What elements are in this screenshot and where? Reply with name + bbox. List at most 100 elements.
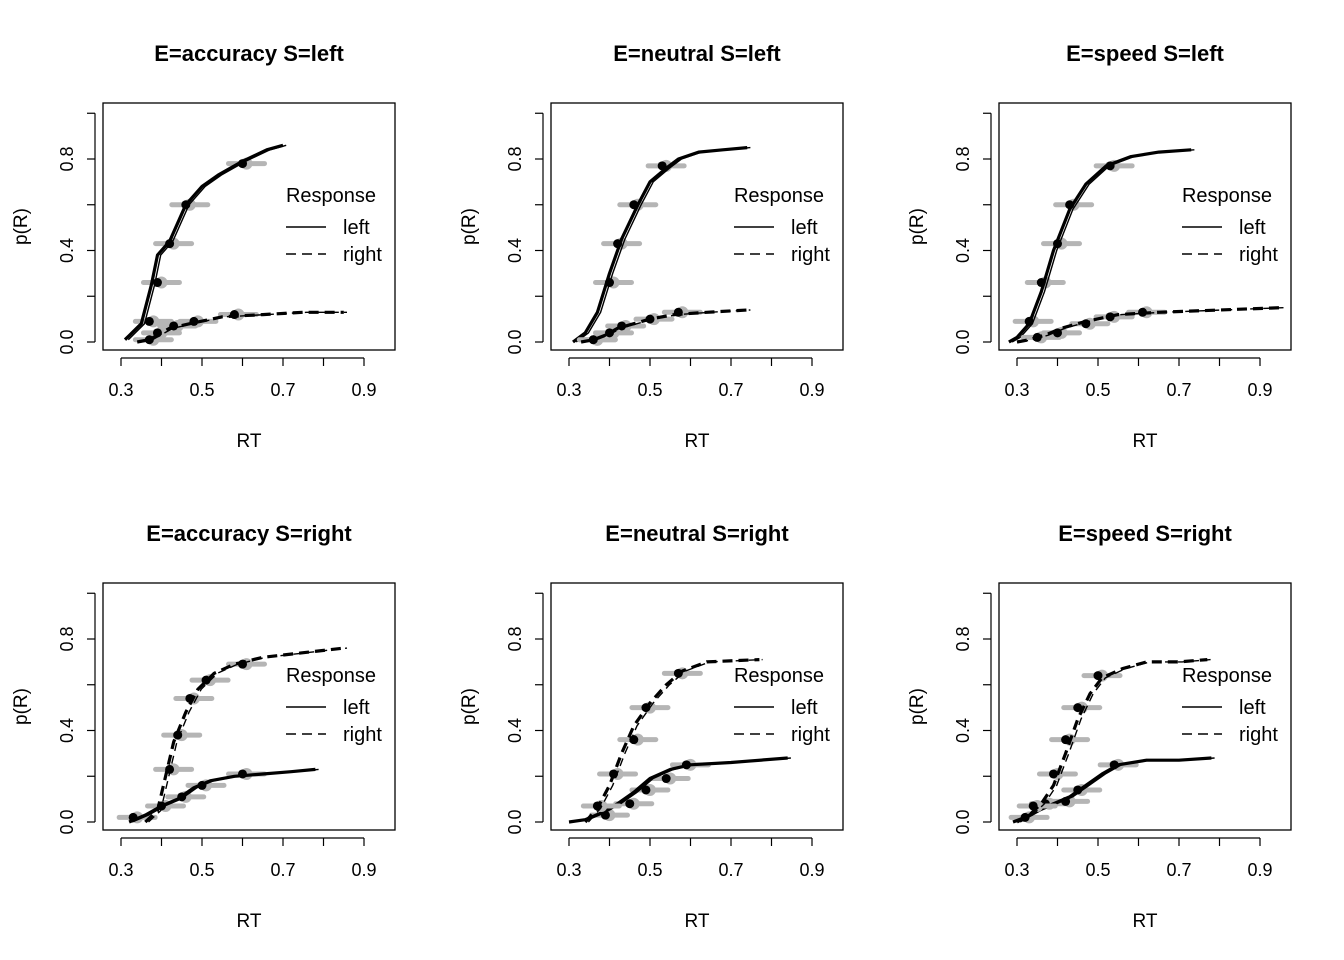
series-line-right <box>136 310 344 344</box>
chart-panel-6: E=speed S=right 0.3 0.5 0.7 0.9 0.0 0.4 0.8 RT p(… <box>907 521 1292 932</box>
legend: Response left right <box>734 665 830 746</box>
quantile-point <box>600 810 610 820</box>
chart-panel-2: E=neutral S=left 0.3 0.5 0.7 0.9 0.0 0.4 0.8 RT p… <box>459 41 844 452</box>
quantile-point <box>641 703 651 713</box>
quantile-point <box>1053 328 1062 338</box>
quantile-point <box>1028 801 1038 811</box>
chart-panel-3: E=speed S=left 0.3 0.5 0.7 0.9 0.0 0.4 0.8 RT p(R… <box>907 41 1292 452</box>
plot-frame <box>998 102 1292 351</box>
quantile-point <box>645 314 655 324</box>
x-tick-label: 0.9 <box>1247 860 1272 880</box>
y-tick-label: 0.4 <box>57 718 77 743</box>
legend-label-right: right <box>791 244 830 266</box>
quantile-point <box>629 735 639 745</box>
x-axis-label: RT <box>237 911 262 932</box>
quantile-point <box>1053 239 1062 249</box>
y-tick-label: 0.0 <box>953 329 973 354</box>
y-tick-label: 0.4 <box>953 718 973 743</box>
quantile-point <box>1138 307 1148 317</box>
quantile-point <box>238 769 247 779</box>
y-axis-label: p(R) <box>11 208 32 245</box>
series-line-thin-left <box>1011 149 1195 343</box>
plot-area <box>116 646 348 824</box>
quantile-point <box>165 239 175 249</box>
series-line-right <box>584 658 760 824</box>
series-left <box>116 767 319 824</box>
x-tick-label: 0.7 <box>718 380 743 400</box>
plot-frame <box>550 582 844 831</box>
quantile-point <box>1065 200 1075 210</box>
quantile-point <box>605 278 614 288</box>
x-axis-label: RT <box>1133 911 1158 932</box>
series-right <box>132 308 347 346</box>
series-right <box>576 306 751 346</box>
legend: Response left right <box>286 185 382 266</box>
legend-label-left: left <box>791 217 818 239</box>
x-tick-label: 0.7 <box>718 860 743 880</box>
series-left <box>572 146 751 346</box>
quantile-point <box>1105 312 1115 322</box>
x-tick-label: 0.5 <box>189 380 214 400</box>
series-line-thin-left <box>1015 757 1215 823</box>
series-line-thin-left <box>572 757 791 823</box>
y-axis-label: p(R) <box>907 208 928 245</box>
quantile-point <box>1073 785 1083 795</box>
x-tick-label: 0.9 <box>351 860 376 880</box>
quantile-point <box>1109 760 1119 770</box>
x-tick-label: 0.3 <box>108 860 133 880</box>
x-tick-label: 0.9 <box>1247 380 1272 400</box>
x-tick-label: 0.3 <box>108 380 133 400</box>
y-tick-label: 0.0 <box>505 809 525 834</box>
quantile-point <box>617 321 627 331</box>
legend-label-right: right <box>1239 724 1278 746</box>
series-right <box>1016 658 1211 824</box>
quantile-point <box>1081 319 1091 329</box>
quantile-point <box>238 159 247 169</box>
quantile-point <box>177 792 187 802</box>
legend-label-left: left <box>343 217 370 239</box>
legend-label-right: right <box>1239 244 1278 266</box>
x-tick-label: 0.5 <box>637 860 662 880</box>
x-tick-label: 0.7 <box>270 380 295 400</box>
legend: Response left right <box>1182 185 1278 266</box>
quantile-point <box>144 316 154 326</box>
quantile-point <box>152 328 162 338</box>
series-line-left <box>123 143 284 341</box>
quantile-point <box>613 239 623 249</box>
chart-title: E=speed S=left <box>1066 41 1224 66</box>
legend-label-right: right <box>343 244 382 266</box>
quantile-point <box>629 200 639 210</box>
legend: Response left right <box>1182 665 1278 746</box>
series-line-left <box>128 767 316 824</box>
series-left <box>1008 148 1195 344</box>
series-left <box>568 756 791 824</box>
quantile-point <box>1024 316 1034 326</box>
quantile-point <box>169 321 179 331</box>
series-right <box>144 646 348 824</box>
y-tick-label: 0.8 <box>57 626 77 651</box>
legend-title: Response <box>734 185 824 207</box>
y-axis-label: p(R) <box>11 688 32 725</box>
x-tick-label: 0.9 <box>799 380 824 400</box>
quantile-point <box>588 335 598 345</box>
chart-panel-1: E=accuracy S=left 0.3 0.5 0.7 0.9 0.0 0.4 0.8 RT… <box>11 41 396 452</box>
plot-frame <box>102 102 396 351</box>
series-left <box>1008 756 1215 824</box>
y-axis-label: p(R) <box>907 688 928 725</box>
legend-title: Response <box>1182 665 1272 687</box>
x-tick-label: 0.7 <box>1166 380 1191 400</box>
series-right <box>580 658 763 824</box>
series-line-right <box>1016 658 1208 824</box>
series-line-thin-right <box>584 309 751 343</box>
y-axis-label: p(R) <box>459 208 480 245</box>
chart-title: E=speed S=right <box>1058 521 1232 546</box>
series-line-thin-left <box>127 144 287 341</box>
y-tick-label: 0.4 <box>505 718 525 743</box>
x-axis-label: RT <box>237 431 262 452</box>
y-tick-label: 0.8 <box>953 626 973 651</box>
quantile-point <box>189 316 199 326</box>
quantile-point <box>1036 278 1046 288</box>
chart-title: E=accuracy S=right <box>146 521 352 546</box>
x-tick-label: 0.7 <box>270 860 295 880</box>
